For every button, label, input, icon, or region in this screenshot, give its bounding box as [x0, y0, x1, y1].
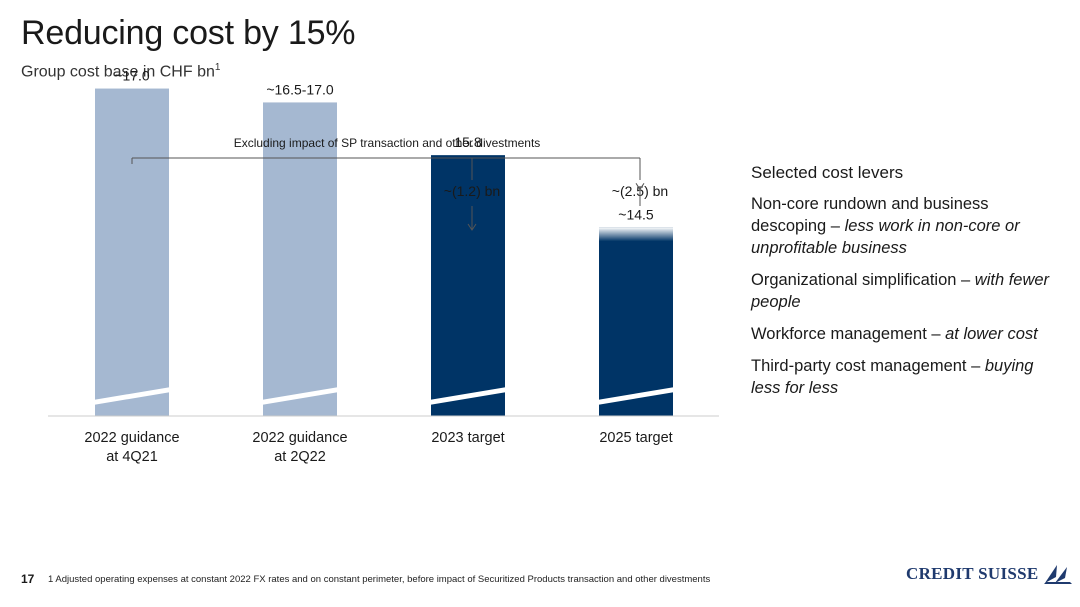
- bar-value-label: ~14.5: [618, 206, 654, 222]
- category-label: 2023 target: [431, 430, 504, 446]
- lever-detail: at lower cost: [945, 325, 1038, 343]
- category-label: 2022 guidance: [84, 430, 179, 446]
- subtitle-footnote-ref: 1: [214, 62, 221, 73]
- category-label: at 2Q22: [274, 449, 326, 465]
- arrow-head: [467, 223, 477, 231]
- lever-text: Non-core rundown and business descoping …: [751, 195, 989, 235]
- lever-text: Organizational simplification –: [751, 271, 975, 289]
- arrow-head: [635, 183, 645, 191]
- subtitle-text: Group cost base in CHF bn: [21, 63, 215, 81]
- lever-text: Workforce management –: [751, 325, 946, 343]
- bar-value-label: ~17.0: [114, 68, 150, 84]
- lever-item: Workforce management – at lower cost: [751, 323, 1061, 345]
- bar-4: [599, 227, 673, 416]
- cost-bar-chart: ~17.0 2022 guidance at 4Q21 ~16.5-17.0 2022 …: [48, 68, 719, 465]
- category-label: at 4Q21: [106, 449, 158, 465]
- levers-heading: Selected cost levers: [751, 163, 904, 182]
- category-label: 2022 guidance: [252, 430, 347, 446]
- lever-detail: with fewer people: [751, 271, 1050, 311]
- page-title: Reducing cost by 15%: [21, 14, 356, 52]
- category-label: 2025 target: [599, 430, 672, 446]
- lever-detail: less work in non-core or unprofitable bu…: [751, 217, 1020, 257]
- reduction-label: ~(1.2) bn: [444, 183, 500, 199]
- lever-text: Third-party cost management –: [751, 357, 985, 375]
- page-subtitle: Group cost base in CHF bn1: [21, 62, 220, 81]
- lever-item: Third-party cost management – buying les…: [751, 355, 1061, 399]
- axis-break-mark: [93, 387, 171, 405]
- bar-3: [431, 155, 505, 416]
- bar-value-label: 15.8: [454, 134, 481, 150]
- bar-1: [95, 88, 169, 417]
- bracket-label: Excluding impact of SP transaction and o…: [234, 136, 541, 150]
- page-number: 17: [21, 572, 35, 586]
- credit-suisse-logo: CREDIT SUISSE: [906, 563, 1073, 585]
- lever-detail: buying less for less: [751, 357, 1034, 397]
- footnote: 1 Adjusted operating expenses at constan…: [48, 574, 711, 585]
- cost-levers-panel: Selected cost levers Non-core rundown an…: [751, 162, 1061, 409]
- bar-fade: [599, 227, 673, 242]
- logo-text: CREDIT SUISSE: [906, 564, 1039, 583]
- lever-item: Organizational simplification – with few…: [751, 269, 1061, 313]
- bar-2: [263, 102, 337, 417]
- axis-break-mark: [597, 387, 675, 405]
- bar-value-label: ~16.5-17.0: [266, 81, 334, 97]
- sails-icon: [1043, 565, 1072, 584]
- levers-list: Non-core rundown and business descoping …: [751, 193, 1061, 399]
- lever-item: Non-core rundown and business descoping …: [751, 193, 1061, 259]
- axis-break-mark: [429, 387, 507, 405]
- axis-break-mark: [261, 387, 339, 405]
